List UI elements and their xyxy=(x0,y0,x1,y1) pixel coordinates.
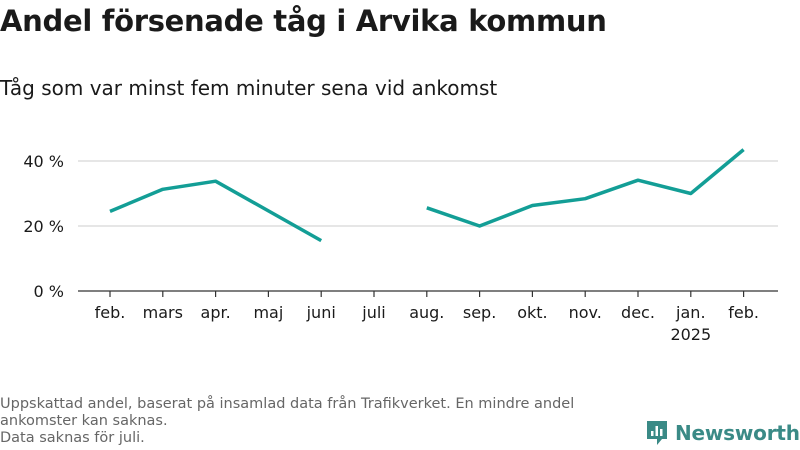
footnote: Uppskattad andel, baserat på insamlad da… xyxy=(0,396,640,447)
y-tick-label: 20 % xyxy=(23,217,64,236)
x-tick-label: aug. xyxy=(409,303,444,322)
newsworthy-logo-icon xyxy=(647,421,667,445)
x-tick-label: juli xyxy=(361,303,385,322)
line-chart: 0 % 20 % 40 % feb. mars apr. maj juni juli aug. s… xyxy=(23,148,778,344)
y-tick-label: 40 % xyxy=(23,152,64,171)
footnote-missing-data: Data saknas för juli. xyxy=(0,430,145,446)
x-tick-label: jan. xyxy=(675,303,705,322)
x-tick-label: dec. xyxy=(621,303,655,322)
x-axis-ticks: feb. mars apr. maj juni juli aug. sep. okt. nov. d… xyxy=(95,291,759,344)
chart-title: Andel försenade tåg i Arvika kommun xyxy=(0,4,607,38)
x-tick-label: feb. xyxy=(95,303,126,322)
x-tick-label: sep. xyxy=(463,303,496,322)
x-tick-label: apr. xyxy=(201,303,231,322)
y-tick-label: 0 % xyxy=(34,282,64,301)
x-tick-label: maj xyxy=(253,303,283,322)
series-line-segment xyxy=(109,179,323,243)
chart-subtitle: Tåg som var minst fem minuter sena vid a… xyxy=(0,76,498,100)
series-line-segment xyxy=(426,148,745,228)
brand-logo: Newsworthy xyxy=(645,420,800,446)
brand-name: Newsworthy xyxy=(675,421,800,445)
x-tick-label: okt. xyxy=(517,303,547,322)
x-tick-label: feb. xyxy=(728,303,759,322)
x-tick-label: juni xyxy=(306,303,336,322)
y-axis-ticks: 0 % 20 % 40 % xyxy=(23,152,64,301)
footnote-source: Uppskattad andel, baserat på insamlad da… xyxy=(0,396,575,429)
x-tick-label: mars xyxy=(143,303,183,322)
x-tick-label: nov. xyxy=(569,303,602,322)
series-lines xyxy=(109,148,745,243)
x-tick-sublabel: 2025 xyxy=(670,325,711,344)
grid-lines xyxy=(78,160,778,292)
